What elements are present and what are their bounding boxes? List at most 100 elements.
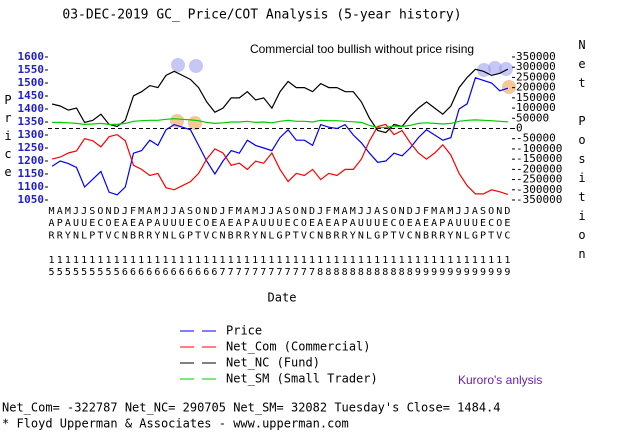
x-tick-label: FEB 18 <box>322 206 334 280</box>
legend-label: Net_Com (Commercial) <box>226 340 371 354</box>
x-tick-label: APR 19 <box>436 206 448 280</box>
y-tick-label: 1350 <box>18 115 45 128</box>
y2-tick-label: -100000 <box>516 142 562 155</box>
x-tick-label: JAN 17 <box>217 206 229 280</box>
x-tick-label: JUN 17 <box>257 206 269 280</box>
x-tick-label: NOV 19 <box>493 206 505 280</box>
footer: * Floyd Upperman & Associates - www.uppe… <box>2 417 349 431</box>
x-tick-label: APR 15 <box>54 206 66 280</box>
y2-tick-label: 200000 <box>516 81 556 94</box>
x-tick-label: JAN 18 <box>314 206 326 280</box>
legend-label: Price <box>226 324 262 338</box>
x-tick-label: DEC 16 <box>208 206 220 280</box>
x-tick-label: MAR 15 <box>46 206 58 280</box>
y-axis-label: Price <box>1 93 15 183</box>
x-tick-label: NOV 18 <box>396 206 408 280</box>
y-tick-label: 1400 <box>18 102 45 115</box>
x-tick-label: OCT 19 <box>485 206 497 280</box>
y-tick-label: 1100 <box>18 180 45 193</box>
x-tick-label: JUN 16 <box>160 206 172 280</box>
x-tick-label: AUG 16 <box>176 206 188 280</box>
series-line <box>51 77 509 196</box>
x-tick-label: FEB 17 <box>225 206 237 280</box>
x-tick-label: JUN 15 <box>70 206 82 280</box>
footer: Net_Com= -322787 Net_NC= 290705 Net_SM= … <box>2 401 501 415</box>
x-tick-label: AUG 18 <box>371 206 383 280</box>
y2-tick-label: -300000 <box>516 183 562 196</box>
x-tick-label: MAR 16 <box>135 206 147 280</box>
y2-tick-label: -350000 <box>516 193 562 206</box>
y-tick-label: 1150 <box>18 167 45 180</box>
y2-tick-label: -50000 <box>516 132 556 145</box>
annotation: Commercial too bullish without price ris… <box>250 42 474 56</box>
annotation: Kuroro's anlysis <box>458 373 542 387</box>
y-tick-label: 1600 <box>18 50 45 63</box>
y2-tick-label: -250000 <box>516 173 562 186</box>
highlight-circle <box>499 62 513 76</box>
y-tick-label: 1550 <box>18 63 45 76</box>
y2-tick-label: 300000 <box>516 60 556 73</box>
x-tick-label: OCT 15 <box>94 206 106 280</box>
x-tick-label: NOV 15 <box>103 206 115 280</box>
x-tick-label: APR 17 <box>241 206 253 280</box>
y2-tick-label: -200000 <box>516 162 562 175</box>
y-tick-label: 1200 <box>18 154 45 167</box>
highlight-circle <box>188 116 202 130</box>
x-tick-label: AUG 17 <box>274 206 285 280</box>
x-tick-label: OCT 18 <box>387 206 399 280</box>
series-line <box>51 68 509 134</box>
x-tick-label: JUL 17 <box>265 206 277 280</box>
x-tick-label: DEC 17 <box>306 206 318 280</box>
x-tick-label: FEB 19 <box>420 206 432 280</box>
x-tick-label: NOV 17 <box>298 206 310 280</box>
x-tick-label: OCT 16 <box>192 206 204 280</box>
x-tick-label: DEC 18 <box>404 206 416 280</box>
y2-tick-label: 150000 <box>516 91 556 104</box>
y-tick-label: 1450 <box>18 89 45 102</box>
x-tick-label: SEP 19 <box>477 206 489 280</box>
x-tick-label: SEP 16 <box>184 206 196 280</box>
x-tick-label: FEB 16 <box>127 206 139 280</box>
highlight-circle <box>488 61 502 75</box>
highlight-circle <box>171 58 185 72</box>
x-tick-label: DEC 15 <box>111 206 123 280</box>
y2-tick-label: 250000 <box>516 70 556 83</box>
x-tick-label: APR 16 <box>143 206 155 280</box>
x-tick-label: SEP 15 <box>86 206 98 280</box>
y-tick-label: 1500 <box>18 76 45 89</box>
x-tick-label: MAY 17 <box>249 206 261 280</box>
series-line <box>51 123 509 195</box>
x-tick-label: JUL 19 <box>461 206 473 280</box>
x-tick-label: JAN 16 <box>119 206 131 280</box>
x-tick-label: JUL 15 <box>78 206 90 280</box>
x-tick-label: MAY 18 <box>347 206 359 280</box>
y2-tick-label: -150000 <box>516 152 562 165</box>
x-tick-label: JUL 16 <box>168 206 180 280</box>
y-tick-label: 1300 <box>18 128 45 141</box>
legend-label: Net_NC (Fund) <box>226 356 320 370</box>
chart-title: 03-DEC-2019 GC_ Price/COT Analysis (5-ye… <box>62 8 461 23</box>
highlights <box>170 58 516 130</box>
x-tick-label: NOV 16 <box>200 206 212 280</box>
x-tick-label: JAN 19 <box>412 206 424 280</box>
y-tick-label: 1250 <box>18 141 45 154</box>
x-tick-label: APR 18 <box>339 206 351 280</box>
x-tick-label: MAY 16 <box>151 206 163 280</box>
y2-tick-label: 0 <box>516 122 523 135</box>
x-tick-label: MAR 17 <box>233 206 245 280</box>
x-tick-label: MAR 18 <box>330 206 342 280</box>
y2-tick-label: 100000 <box>516 101 556 114</box>
x-tick-label: OCT 17 <box>290 206 302 280</box>
y2-tick-label: 50000 <box>516 111 549 124</box>
series-line <box>52 118 508 129</box>
x-tick-label: SEP 18 <box>379 206 391 280</box>
legend-label: Net_SM (Small Trader) <box>226 372 378 386</box>
highlight-circle <box>189 59 203 73</box>
x-tick-label: JUN 19 <box>453 206 465 280</box>
x-tick-label: DEC 19 <box>501 206 513 280</box>
y2-tick-label: 350000 <box>516 50 556 63</box>
x-axis-label: Date <box>268 291 297 305</box>
x-tick-label: AUG 19 <box>469 206 481 280</box>
